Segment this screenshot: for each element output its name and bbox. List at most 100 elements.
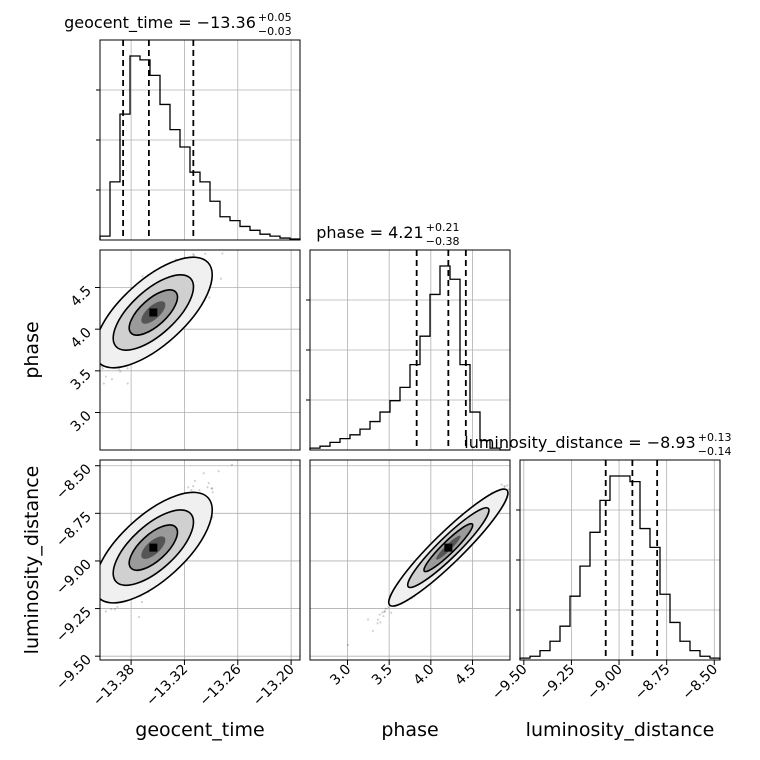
sample-point xyxy=(208,296,211,299)
contour-line xyxy=(387,488,509,607)
panel-frame xyxy=(99,249,301,451)
title-luminosity_distance: luminosity_distance = −8.93 xyxy=(464,433,695,453)
density-area xyxy=(91,463,234,621)
sample-point xyxy=(118,368,121,371)
x-tick-label: −13.20 xyxy=(250,662,298,710)
x-tick-label: −9.25 xyxy=(537,662,579,704)
density-area xyxy=(66,252,224,400)
sample-point xyxy=(97,365,99,367)
sample-point xyxy=(190,488,193,492)
sample-point xyxy=(384,607,387,611)
sample-point xyxy=(95,348,97,350)
title-plus-phase: +0.21 xyxy=(426,221,460,234)
sample-point xyxy=(383,610,386,613)
title-plus-geocent_time: +0.05 xyxy=(258,11,292,24)
y-axis-label-phase: phase xyxy=(21,321,43,378)
sample-point xyxy=(95,598,97,600)
sample-point xyxy=(346,643,350,647)
histogram-luminosity_distance: luminosity_distance = −8.93 +0.13−0.14 xyxy=(464,431,732,661)
sample-point xyxy=(210,487,213,490)
histogram-steps-phase xyxy=(309,265,510,451)
sample-point xyxy=(193,479,196,482)
density-area xyxy=(346,471,528,647)
sample-point xyxy=(211,491,214,494)
contour-line xyxy=(128,524,179,572)
x-tick-label: 4.0 xyxy=(411,662,438,689)
sample-point xyxy=(104,610,108,613)
sample-point xyxy=(187,486,190,489)
title-minus-geocent_time: −0.03 xyxy=(258,25,292,38)
x-tick-label: −13.38 xyxy=(90,662,138,710)
sample-point xyxy=(371,629,374,632)
sample-point xyxy=(378,613,381,616)
y-tick-label: −8.75 xyxy=(53,509,95,551)
sample-point xyxy=(507,488,510,491)
sample-point xyxy=(376,618,380,621)
panel-geocent_time-vs-luminosity_distance xyxy=(91,459,301,661)
sample-point xyxy=(104,375,108,378)
sample-point xyxy=(503,485,506,488)
y-tick-label: 3.0 xyxy=(68,408,95,435)
sample-point xyxy=(390,611,393,614)
panel-geocent_time-vs-phase xyxy=(66,249,301,451)
contour-line xyxy=(100,256,214,369)
sample-point xyxy=(113,608,117,611)
x-tick-label: −9.50 xyxy=(489,662,531,704)
title-plus-luminosity_distance: +0.13 xyxy=(698,431,732,444)
sample-point xyxy=(97,376,99,378)
y-tick-label: 3.5 xyxy=(68,366,95,393)
contour-line xyxy=(128,289,179,336)
title-minus-phase: −0.38 xyxy=(426,235,460,248)
x-tick-label: 3.5 xyxy=(369,662,396,689)
sample-point xyxy=(110,378,114,381)
sample-point xyxy=(500,483,503,486)
x-tick-label: −8.50 xyxy=(679,662,721,704)
sample-point xyxy=(526,471,528,473)
sample-point xyxy=(517,484,519,486)
y-axis-luminosity_distance: −9.50 −9.25 −9.00 −8.75 −8.50 luminosity_dist… xyxy=(21,461,100,693)
histogram-phase: phase = 4.21 +0.21−0.38 xyxy=(306,221,511,451)
sample-point xyxy=(192,485,195,488)
sample-point xyxy=(96,398,98,400)
x-tick-label: −9.00 xyxy=(584,662,626,704)
y-tick-label: −8.50 xyxy=(53,461,95,503)
x-tick-label: −13.26 xyxy=(197,661,245,709)
contour-line xyxy=(406,506,490,589)
sample-point xyxy=(207,482,210,485)
sample-point xyxy=(66,374,68,376)
sample-point xyxy=(521,476,523,478)
sample-point xyxy=(206,486,209,489)
sample-point xyxy=(379,621,382,624)
sample-point xyxy=(91,619,93,621)
sample-point xyxy=(126,382,129,385)
sample-point xyxy=(110,608,113,611)
title-geocent_time: geocent_time = −13.36 xyxy=(64,13,256,33)
y-tick-label: 4.5 xyxy=(68,283,95,310)
x-axis-phase: 3.0 3.5 4.0 4.5 phase xyxy=(327,660,479,741)
contour-line xyxy=(100,491,214,604)
sample-point xyxy=(192,254,196,257)
y-axis-phase: 3.0 3.5 4.0 4.5 phase xyxy=(21,283,100,435)
panel-frame xyxy=(99,459,301,661)
y-tick-label: 4.0 xyxy=(68,325,95,352)
sample-point xyxy=(211,487,214,490)
sample-point xyxy=(97,604,99,606)
sample-point xyxy=(198,489,201,492)
density-peak xyxy=(149,308,158,317)
contour-line xyxy=(112,509,195,587)
sample-point xyxy=(81,362,83,364)
sample-point xyxy=(202,472,205,475)
sample-point xyxy=(506,484,509,487)
contour-line xyxy=(112,274,195,351)
sample-point xyxy=(192,253,195,256)
y-tick-label: −9.00 xyxy=(53,556,95,598)
density-peak xyxy=(444,543,453,552)
sample-point xyxy=(382,614,385,618)
x-tick-label: 3.0 xyxy=(327,662,354,689)
title-minus-luminosity_distance: −0.14 xyxy=(698,445,732,458)
panel-frame xyxy=(309,459,511,661)
title-phase: phase = 4.21 xyxy=(316,223,423,242)
sample-point xyxy=(96,596,98,598)
sample-point xyxy=(102,382,105,385)
